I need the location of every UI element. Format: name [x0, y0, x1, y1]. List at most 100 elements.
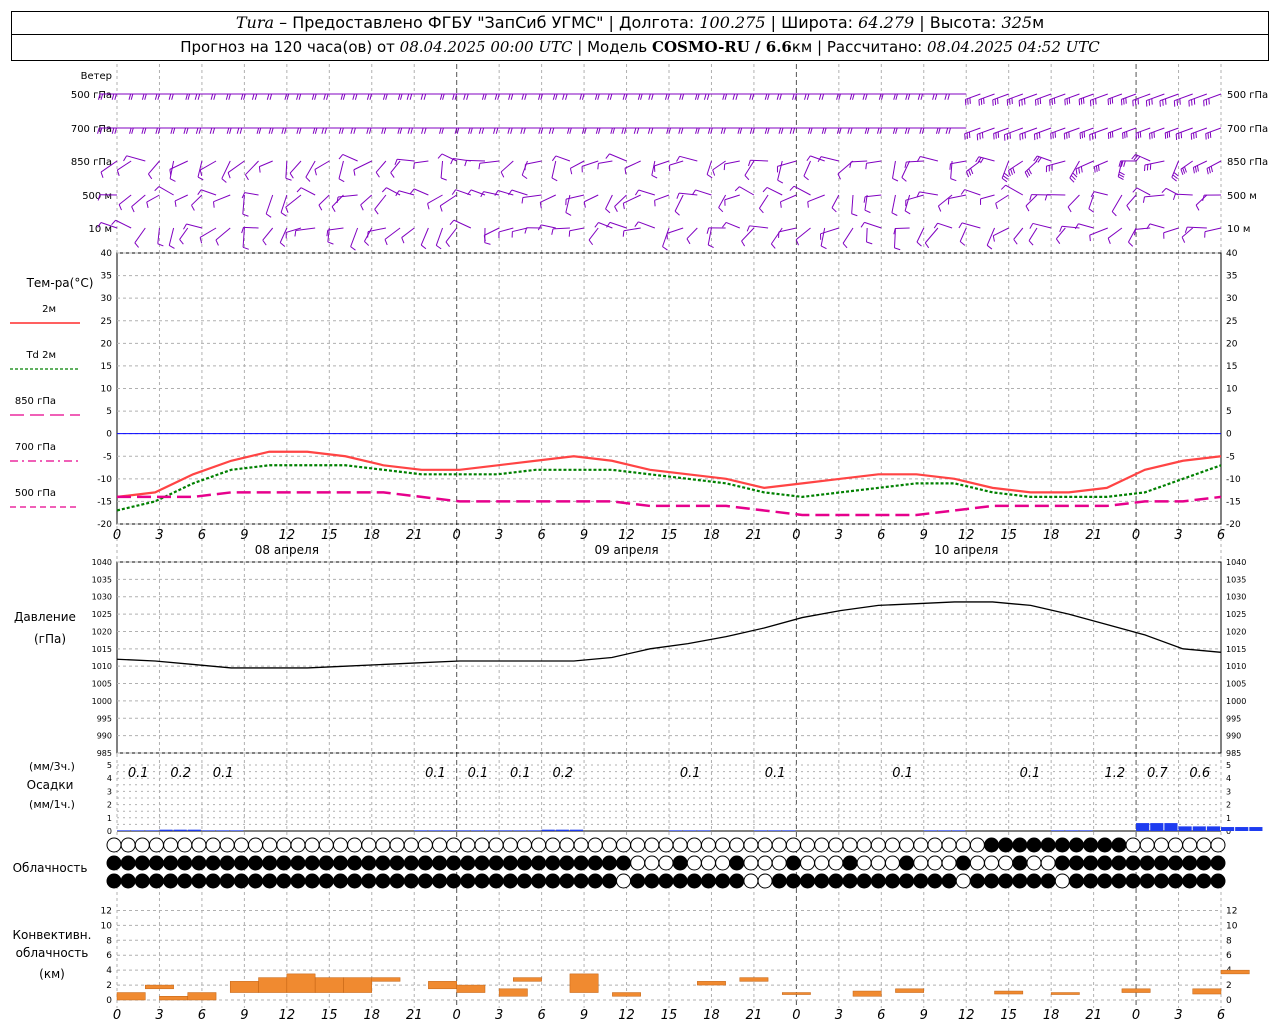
wind-barb-flag: [551, 228, 554, 235]
hour-tick-label-bottom: 12: [618, 1008, 635, 1023]
cloud-cover-symbol: [248, 837, 264, 853]
cloud-cover-symbol: [644, 873, 660, 889]
sep-4: |: [577, 38, 583, 56]
wind-barb: [199, 227, 217, 238]
wind-barb: [126, 155, 146, 162]
wind-barb-flag: [1090, 191, 1095, 198]
temp-tick-right: 10: [1226, 385, 1238, 395]
wind-barb: [1035, 93, 1052, 101]
wind-barb-flag: [1119, 171, 1125, 176]
wind-barb-flag: [97, 194, 101, 201]
wind-barb-flag: [594, 93, 598, 100]
wind-barb-flag: [839, 127, 842, 134]
wind-barb-flag: [374, 209, 379, 215]
wind-barb-flag: [185, 127, 189, 134]
wind-barb-flag: [1128, 241, 1134, 247]
cloud-cover-symbol: [488, 837, 504, 853]
wind-barb-flag: [111, 219, 116, 226]
conv-cloud-bar: [612, 992, 641, 997]
wind-barb-flag: [1126, 205, 1131, 211]
wind-barb: [1108, 127, 1123, 134]
wind-barb-flag: [751, 93, 755, 100]
wind-barb-flag: [350, 127, 354, 134]
temp-tick-right: 5: [1226, 407, 1232, 417]
hour-tick-label-bottom: 21: [1085, 1008, 1102, 1023]
wind-barb: [570, 160, 585, 169]
pressure-tick-right: 995: [1226, 714, 1241, 723]
wind-barb: [118, 194, 132, 205]
cloud-cover-symbol: [205, 855, 221, 871]
precip-tick-right: 3: [1226, 787, 1231, 796]
wind-barb-flag: [633, 127, 637, 134]
hour-tick-label: 15: [1000, 528, 1017, 543]
wind-barb: [342, 154, 358, 162]
wind-barb-flag: [1195, 204, 1200, 211]
precip-amount-label: 0.1: [213, 766, 234, 781]
wind-barb-flag: [605, 208, 611, 214]
hour-tick-label-bottom: 3: [495, 1008, 503, 1023]
wind-barb-flag: [199, 169, 203, 176]
wind-barb-flag: [284, 127, 287, 134]
wind-barb-flag: [893, 228, 896, 235]
conv-cloud-bar: [428, 981, 457, 990]
cloud-cover-symbol: [686, 837, 702, 853]
conv-tick-left: 2: [106, 981, 112, 991]
wind-barb-flag: [562, 93, 565, 100]
wind-barb: [978, 156, 995, 162]
wind-barb: [242, 227, 245, 248]
wind-barb: [1089, 127, 1108, 136]
wind-barb-flag: [381, 127, 384, 134]
cloud-cover-symbol: [545, 837, 561, 853]
wind-barb: [375, 160, 387, 173]
conv-tick-left: 0: [106, 996, 112, 1006]
wind-barb-flag: [157, 243, 164, 247]
precip-amount-label: 0.2: [553, 766, 574, 781]
wind-barb: [512, 227, 528, 233]
cloud-cover-symbol: [715, 873, 731, 889]
hour-tick-label-bottom: 3: [155, 1008, 163, 1023]
wind-barb: [305, 160, 316, 178]
wind-barb-flag: [919, 127, 922, 134]
conv-cloud-bar: [1192, 988, 1222, 995]
wind-barb-flag: [239, 127, 243, 134]
wind-barb-flag: [597, 127, 601, 134]
hour-tick-label-bottom: 0: [792, 1008, 800, 1023]
wind-barb-flag: [770, 243, 776, 249]
wind-barb: [770, 227, 783, 245]
wind-barb-flag: [950, 178, 957, 182]
temp-tick-right: -5: [1226, 452, 1235, 462]
temp-tick-right: 30: [1226, 294, 1238, 304]
wind-barb: [977, 127, 995, 135]
wind-barb-flag: [551, 155, 557, 162]
cloud-cover-symbol: [785, 855, 801, 871]
pressure-tick-right: 1015: [1226, 645, 1246, 654]
wind-barb: [666, 227, 684, 234]
precip-bar: [442, 830, 456, 831]
wind-barb-flag: [691, 189, 696, 196]
wind-barb-flag: [213, 201, 215, 208]
wind-barb: [221, 160, 231, 179]
temp-tick-left: 5: [106, 407, 112, 417]
wind-barb-flag: [338, 154, 344, 160]
cloud-cover-symbol: [403, 837, 419, 853]
pressure-tick-left: 990: [97, 732, 112, 741]
cloud-cover-symbol: [347, 837, 363, 853]
pressure-tick-right: 1030: [1226, 593, 1246, 602]
wind-barb-flag: [862, 93, 866, 100]
cloud-cover-symbol: [163, 855, 179, 871]
alt-unit: м: [1032, 13, 1045, 32]
wind-barb: [500, 160, 514, 173]
wind-barb: [511, 189, 528, 196]
cloud-cover-symbol: [601, 873, 617, 889]
conv-cloud-bar: [258, 977, 288, 993]
wind-barb-flag: [314, 93, 317, 100]
wind-barb-flag: [792, 93, 795, 100]
cloud-cover-symbol: [502, 855, 518, 871]
model-label: Модель: [587, 38, 648, 56]
hour-tick-label: 6: [198, 528, 206, 543]
wind-barb-flag: [439, 127, 442, 134]
conv-tick-right: 8: [1226, 936, 1232, 946]
wind-barb: [851, 194, 854, 214]
provider-text: Предоставлено ФГБУ "ЗапСиб УГМС": [292, 13, 604, 32]
wind-barb-flag: [114, 93, 117, 100]
